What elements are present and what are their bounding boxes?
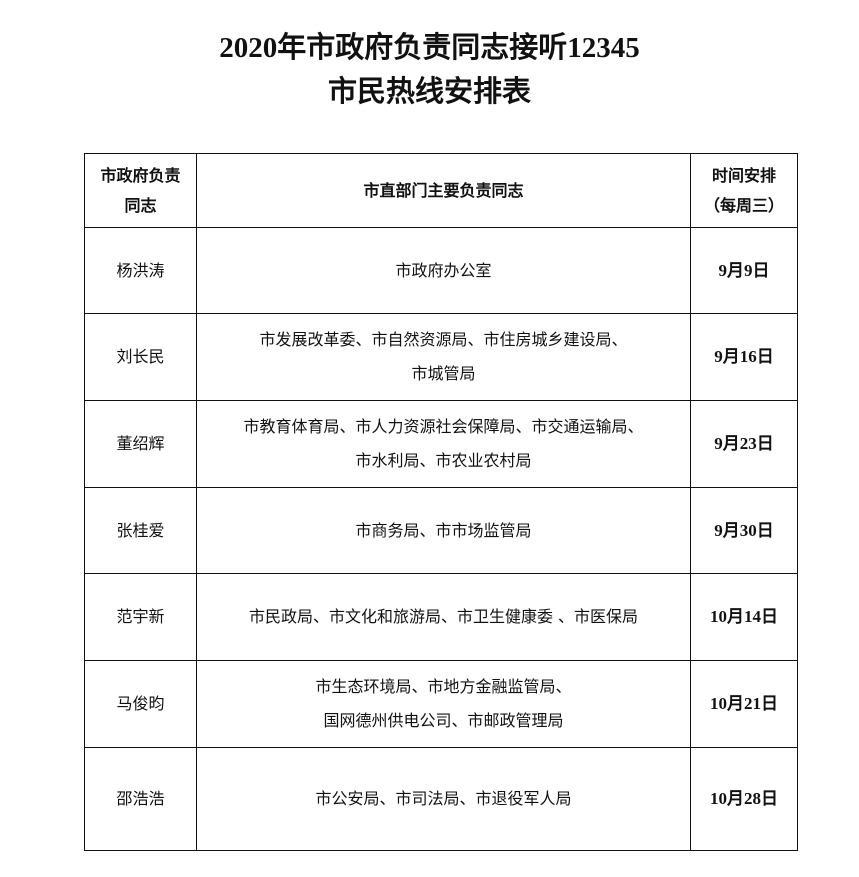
date-cell: 10月14日 [690,573,798,661]
table-header-row: 市政府负责同志 市直部门主要负责同志 时间安排 （每周三） [84,153,798,228]
table-row: 杨洪涛 市政府办公室 9月9日 [84,227,798,314]
leader-cell: 杨洪涛 [84,227,197,314]
leader-cell: 范宇新 [84,573,197,661]
departments-cell: 市公安局、市司法局、市退役军人局 [196,747,691,851]
header-schedule-line1: 时间安排 [711,165,776,185]
department-line: 市教育体育局、市人力资源社会保障局、市交通运输局、 [243,417,644,436]
department-line: 市商务局、市市场监管局 [355,520,532,540]
department-line: 市城管局 [411,364,476,383]
date-cell: 9月16日 [690,313,798,401]
header-departments: 市直部门主要负责同志 [196,153,691,228]
department-line: 市发展改革委、市自然资源局、市住房城乡建设局、 [259,330,628,349]
departments-cell: 市生态环境局、市地方金融监管局、 国网德州供电公司、市邮政管理局 [196,660,691,748]
department-line: 市公安局、市司法局、市退役军人局 [315,789,572,808]
department-line: 市政府办公室 [395,260,492,280]
table-row: 董绍辉 市教育体育局、市人力资源社会保障局、市交通运输局、 市水利局、市农业农村局 9… [84,400,798,488]
date-cell: 10月21日 [690,660,798,748]
date-cell: 9月9日 [690,227,798,314]
departments-cell: 市民政局、市文化和旅游局、市卫生健康委 、市医保局 [196,573,691,661]
header-leader-line2: 同志 [124,195,157,215]
header-schedule: 时间安排 （每周三） [690,153,798,228]
leader-cell: 马俊昀 [84,660,197,748]
table-row: 范宇新 市民政局、市文化和旅游局、市卫生健康委 、市医保局 10月14日 [84,573,798,661]
date-cell: 10月28日 [690,747,798,851]
document-title-line1: 2020年市政府负责同志接听12345 [219,32,640,64]
table-row: 邵浩浩 市公安局、市司法局、市退役军人局 10月28日 [84,747,798,851]
header-leader-line1: 市政府负责 [100,165,181,185]
leader-cell: 董绍辉 [84,400,197,488]
leader-cell: 刘长民 [84,313,197,401]
date-cell: 9月23日 [690,400,798,488]
header-leader: 市政府负责 同志 [84,153,197,228]
leader-cell: 张桂爱 [84,487,197,574]
departments-cell: 市教育体育局、市人力资源社会保障局、市交通运输局、 市水利局、市农业农村局 [196,400,691,488]
schedule-table: 市政府负责同志 市直部门主要负责同志 时间安排 （每周三） 杨洪涛 市政府办公室 9月… [84,153,798,851]
table-row: 张桂爱 市商务局、市市场监管局 9月30日 [84,487,798,574]
departments-cell: 市政府办公室 [196,227,691,314]
department-line: 市民政局、市文化和旅游局、市卫生健康委 、市医保局 [248,607,639,626]
department-line: 市水利局、市农业农村局 [355,451,532,470]
departments-cell: 市发展改革委、市自然资源局、市住房城乡建设局、 市城管局 [196,313,691,401]
department-line: 国网德州供电公司、市邮政管理局 [323,711,564,730]
department-line: 市生态环境局、市地方金融监管局、 [315,677,572,696]
header-schedule-line2: （每周三） [703,195,784,215]
departments-cell: 市商务局、市市场监管局 [196,487,691,574]
leader-cell: 邵浩浩 [84,747,197,851]
document-title-line2: 市民热线安排表 [327,76,531,108]
table-row: 马俊昀 市生态环境局、市地方金融监管局、 国网德州供电公司、市邮政管理局 10月21日 [84,660,798,748]
date-cell: 9月30日 [690,487,798,574]
table-row: 刘长民 市发展改革委、市自然资源局、市住房城乡建设局、 市城管局 9月16日 [84,313,798,401]
